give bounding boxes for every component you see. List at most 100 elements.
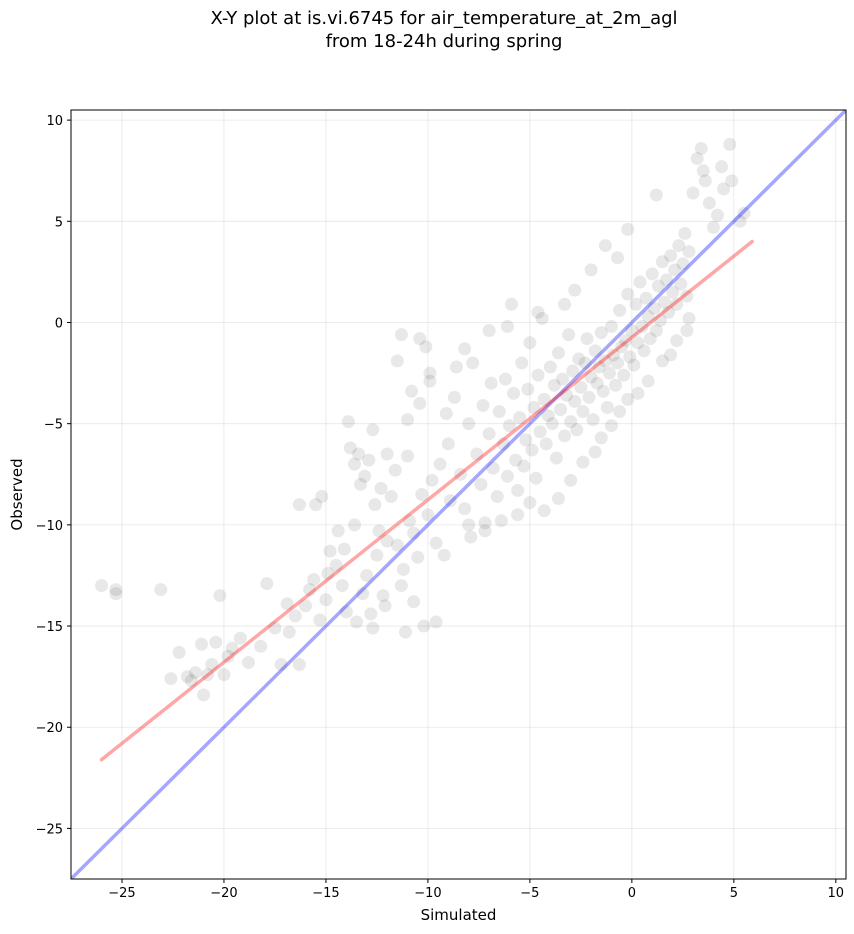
x-tick-label: −20 — [210, 886, 237, 901]
identity-line — [71, 110, 846, 879]
data-point — [568, 283, 582, 297]
data-point — [613, 303, 627, 317]
data-point — [584, 370, 598, 384]
data-point — [619, 334, 633, 348]
data-point — [213, 589, 227, 603]
data-point — [537, 392, 551, 406]
data-point — [464, 530, 478, 544]
data-point — [635, 320, 649, 334]
data-point — [299, 599, 313, 613]
data-point — [647, 301, 661, 315]
data-point — [660, 273, 674, 287]
data-point — [686, 186, 700, 200]
y-tick-label: −25 — [36, 822, 63, 837]
data-point — [329, 558, 343, 572]
data-point — [643, 332, 657, 346]
data-point — [627, 358, 641, 372]
data-point — [500, 320, 514, 334]
data-point — [527, 400, 541, 414]
data-point — [631, 386, 645, 400]
data-point — [592, 360, 606, 374]
data-point — [425, 473, 439, 487]
data-point — [441, 437, 455, 451]
data-point — [339, 605, 353, 619]
data-point — [672, 239, 686, 253]
data-point — [511, 483, 525, 497]
data-point — [617, 368, 631, 382]
data-point — [347, 518, 361, 532]
data-point — [505, 297, 519, 311]
data-point — [519, 433, 533, 447]
data-point — [680, 289, 694, 303]
data-point — [331, 524, 345, 538]
data-point — [180, 670, 194, 684]
data-point — [553, 403, 567, 417]
data-point — [482, 324, 496, 338]
data-point — [509, 453, 523, 467]
data-point — [352, 447, 366, 461]
data-point — [380, 447, 394, 461]
data-point — [492, 405, 506, 419]
data-point — [578, 356, 592, 370]
data-point — [394, 579, 408, 593]
data-point — [547, 378, 561, 392]
data-point — [556, 372, 570, 386]
data-point — [401, 449, 415, 463]
chart-title-line-2: from 18-24h during spring — [325, 31, 563, 52]
data-point — [172, 645, 186, 659]
data-point — [576, 405, 590, 419]
data-point — [733, 214, 747, 228]
data-point — [225, 641, 239, 655]
data-point — [343, 441, 357, 455]
data-point — [558, 429, 572, 443]
grid-lines — [71, 110, 846, 879]
data-point — [609, 378, 623, 392]
data-point — [696, 164, 710, 178]
y-tick-label: 0 — [55, 316, 63, 331]
data-point — [598, 354, 612, 368]
data-point — [274, 657, 288, 671]
data-point — [711, 208, 725, 222]
data-point — [439, 407, 453, 421]
data-point — [562, 328, 576, 342]
data-point — [309, 498, 323, 512]
data-point — [662, 305, 676, 319]
data-point — [566, 364, 580, 378]
y-axis-label: Observed — [8, 458, 26, 530]
data-point — [698, 174, 712, 188]
data-point — [478, 524, 492, 538]
data-point — [723, 137, 737, 151]
data-point — [372, 524, 386, 538]
x-tick-label: −25 — [108, 886, 135, 901]
data-point — [604, 419, 618, 433]
data-point — [421, 508, 435, 522]
data-point — [384, 490, 398, 504]
data-point — [717, 182, 731, 196]
x-tick-label: 10 — [828, 886, 845, 901]
data-point — [500, 469, 514, 483]
data-point — [678, 226, 692, 240]
data-point — [645, 267, 659, 281]
data-point — [411, 550, 425, 564]
data-point — [462, 417, 476, 431]
data-point — [368, 498, 382, 512]
data-point — [321, 566, 335, 580]
data-point — [398, 625, 412, 639]
data-point — [354, 477, 368, 491]
data-point — [366, 423, 380, 437]
data-point — [323, 544, 337, 558]
data-point — [188, 666, 202, 680]
data-point — [303, 583, 317, 597]
chart-title-line-1: X-Y plot at is.vi.6745 for air_temperatu… — [210, 8, 678, 29]
data-point — [109, 587, 123, 601]
data-point — [350, 615, 364, 629]
data-point — [517, 459, 531, 473]
data-point — [315, 490, 329, 504]
data-point — [611, 356, 625, 370]
data-point — [201, 668, 215, 682]
data-point — [413, 396, 427, 410]
data-point — [347, 457, 361, 471]
data-point — [415, 488, 429, 501]
data-point — [670, 297, 684, 311]
